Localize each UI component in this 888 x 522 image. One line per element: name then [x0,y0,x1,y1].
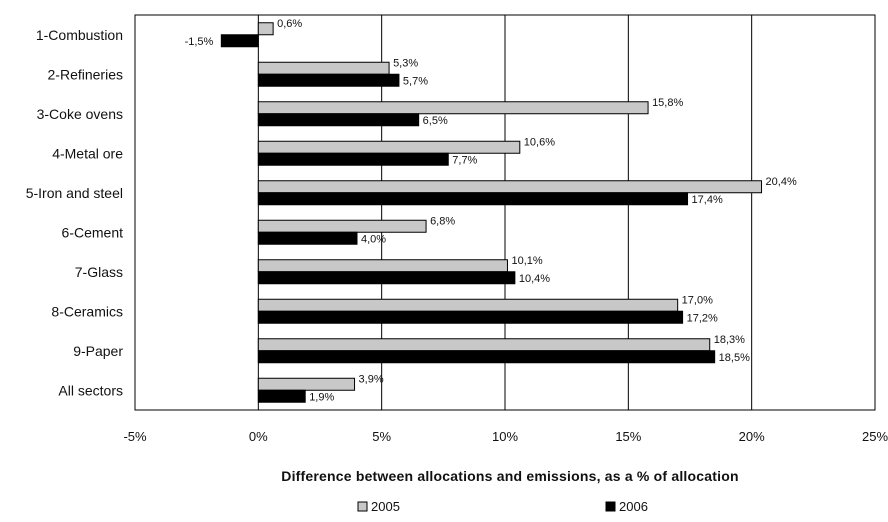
value-label-2006: 7,7% [452,154,477,166]
category-label: 2-Refineries [48,66,123,82]
bar-2006 [257,231,358,245]
x-tick-label: 10% [492,429,518,444]
x-tick-label: 0% [249,429,268,444]
bar-2005 [257,61,390,75]
legend-label-2006: 2006 [619,499,648,514]
bar-2006 [257,152,449,166]
bar-2005 [257,140,521,154]
bar-2006 [220,34,259,48]
value-label-2005: 10,6% [524,136,555,148]
bar-2006 [257,271,516,285]
category-labels: 1-Combustion 2-Refineries 3-Coke ovens 4-Me… [26,27,124,399]
value-label-2006: 5,7% [403,75,428,87]
x-tick-label: 25% [862,429,888,444]
category-label: All sectors [58,382,123,398]
legend-swatch-2006 [605,501,616,512]
value-label-2006: -1,5% [185,36,214,48]
value-label-2005: 10,1% [511,255,542,267]
value-label-2005: 18,3% [714,334,745,346]
value-label-2006: 17,2% [687,312,718,324]
x-tick-label: 5% [372,429,391,444]
value-label-2006: 1,9% [309,391,334,403]
x-tick-label: 15% [615,429,641,444]
value-label-2005: 6,8% [430,215,455,227]
bar-2005 [257,259,508,273]
legend: 2005 2006 [357,499,648,514]
value-label-2005: 5,3% [393,57,418,69]
bar-2006 [257,350,716,364]
value-label-2006: 10,4% [519,273,550,285]
x-tick-label: -5% [123,429,147,444]
plot-frame [134,14,876,411]
value-labels: 0,6% -1,5% 5,3% 5,7% 15,8% 6,5% 10,6% 7,7% 20,4%… [185,18,797,404]
category-label: 1-Combustion [36,27,123,43]
bar-2005 [257,338,711,352]
bar-2005 [257,22,274,36]
bar-2006 [257,113,420,127]
category-label: 6-Cement [62,224,124,240]
bar-2006 [257,310,684,324]
category-label: 3-Coke ovens [37,106,123,122]
legend-label-2005: 2005 [371,499,400,514]
x-axis-title: Difference between allocations and emiss… [281,468,738,484]
bar-2005 [257,219,427,233]
value-label-2005: 20,4% [766,176,797,188]
value-label-2006: 18,5% [719,352,750,364]
value-label-2005: 0,6% [277,18,302,30]
category-label: 9-Paper [73,343,123,359]
category-label: 5-Iron and steel [26,185,123,201]
bar-2006 [257,73,400,87]
bar-2006 [257,389,306,403]
value-label-2005: 15,8% [652,97,683,109]
bar-2006 [257,192,689,206]
value-label-2005: 17,0% [682,294,713,306]
legend-swatch-2005 [357,501,368,512]
bar-2005 [257,377,356,391]
category-label: 7-Glass [75,264,123,280]
x-tick-labels: -5% 0% 5% 10% 15% 20% 25% [123,429,888,444]
category-label: 4-Metal ore [52,145,123,161]
category-label: 8-Ceramics [51,303,123,319]
x-tick-label: 20% [739,429,765,444]
bar-2005 [257,298,679,312]
value-label-2005: 3,9% [359,373,384,385]
bar-2005 [257,101,649,115]
bar-2005 [257,180,763,194]
bars [220,22,763,403]
value-label-2006: 4,0% [361,233,386,245]
value-label-2006: 6,5% [423,115,448,127]
value-label-2006: 17,4% [692,194,723,206]
